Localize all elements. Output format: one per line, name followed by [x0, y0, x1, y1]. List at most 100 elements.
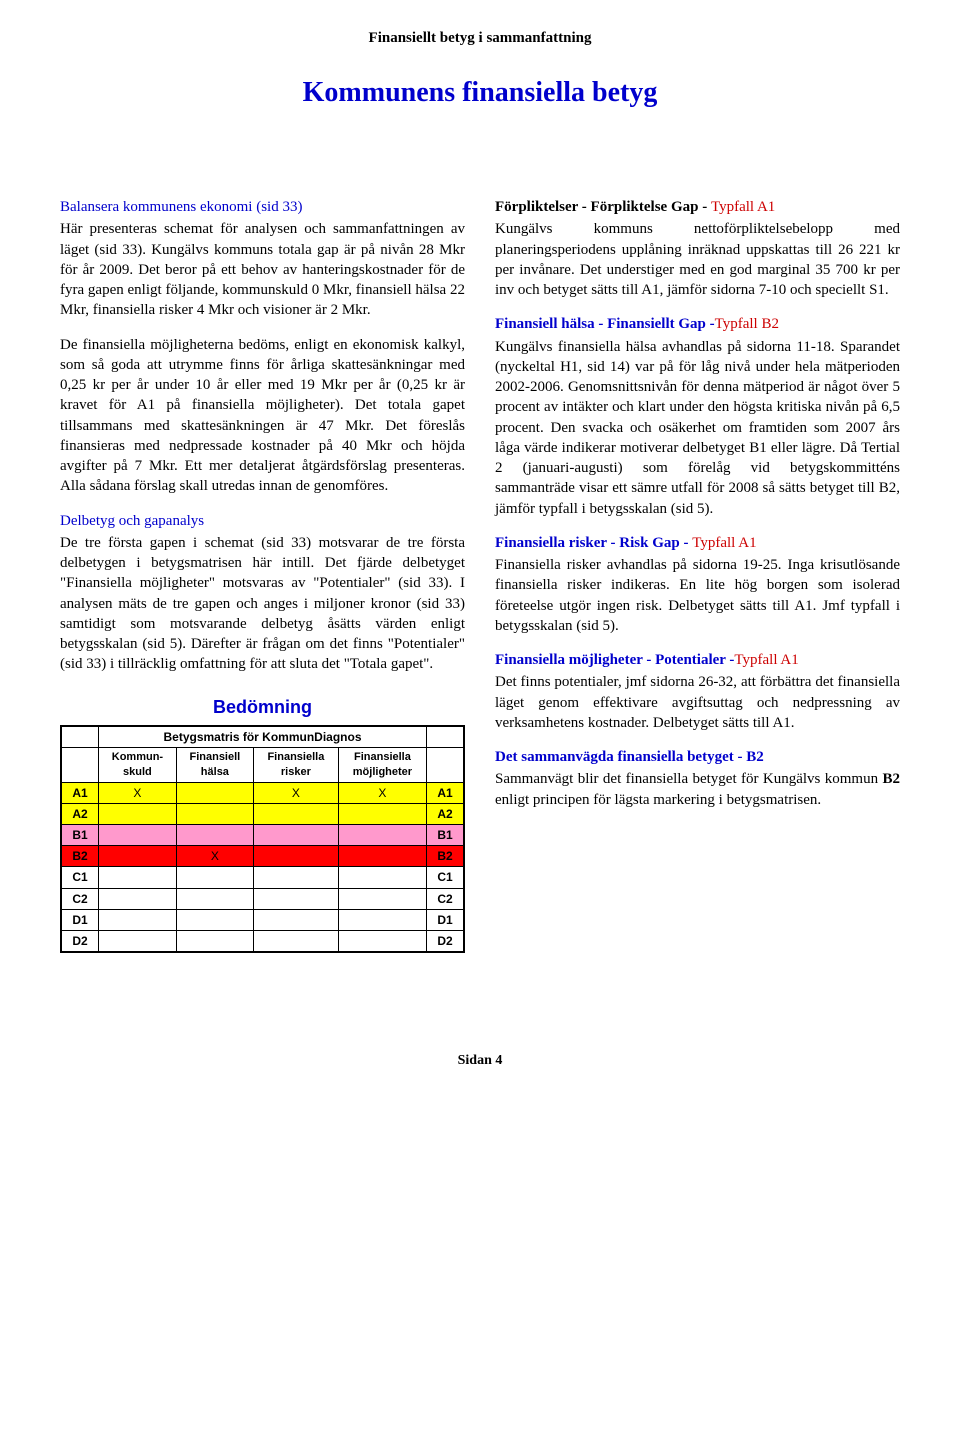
left-paragraph-2: De finansiella möjligheterna bedöms, enl…: [60, 335, 465, 497]
matrix-col-2: Finansiellarisker: [253, 747, 338, 782]
matrix-header: Betygsmatris för KommunDiagnos: [99, 726, 427, 747]
grade-cell-right: C2: [427, 888, 464, 909]
grade-cell-right: D2: [427, 930, 464, 951]
matrix-cell: [253, 909, 338, 930]
matrix-cell: [338, 909, 426, 930]
matrix-wrapper: Betygsmatris för KommunDiagnos Kommun-sk…: [60, 725, 465, 953]
right-p5-c: enligt principen för lägsta markering i …: [495, 792, 821, 808]
right-column: Förpliktelser - Förpliktelse Gap - Typfa…: [495, 189, 900, 953]
page: Finansiellt betyg i sammanfattning Kommu…: [0, 0, 960, 1109]
matrix-col-3-label: Finansiellamöjligheter: [353, 751, 412, 778]
matrix-cell: [99, 888, 177, 909]
matrix-col-1-label: Finansiellhälsa: [189, 751, 240, 778]
matrix-cell: [338, 867, 426, 888]
grade-cell-left: B1: [62, 825, 99, 846]
matrix-cell: [253, 803, 338, 824]
right-heading-1: Förpliktelser - Förpliktelse Gap - Typfa…: [495, 197, 900, 217]
matrix-cell: X: [253, 782, 338, 803]
right-h3-red: Typfall A1: [692, 535, 756, 551]
matrix-cell: [176, 782, 253, 803]
matrix-cell: [99, 803, 177, 824]
matrix-cell: [253, 888, 338, 909]
grade-matrix: Betygsmatris för KommunDiagnos Kommun-sk…: [61, 726, 464, 952]
grade-cell-left: C2: [62, 888, 99, 909]
right-heading-5: Det sammanvägda finansiella betyget - B2: [495, 747, 900, 767]
right-heading-4: Finansiella möjligheter - Potentialer -T…: [495, 650, 900, 670]
right-paragraph-4: Det finns potentialer, jmf sidorna 26-32…: [495, 672, 900, 733]
right-heading-2: Finansiell hälsa - Finansiellt Gap -Typf…: [495, 314, 900, 334]
right-h4-red: Typfall A1: [734, 652, 798, 668]
page-footer: Sidan 4: [60, 1053, 900, 1069]
right-h3-blue: Finansiella risker - Risk Gap -: [495, 535, 692, 551]
matrix-sub-blank-right: [427, 747, 464, 782]
matrix-cell: [338, 888, 426, 909]
table-row: C1 C1: [62, 867, 464, 888]
table-row: D1 D1: [62, 909, 464, 930]
matrix-cell: [338, 930, 426, 951]
grade-cell-right: A2: [427, 803, 464, 824]
right-h4-blue: Finansiella möjligheter - Potentialer -: [495, 652, 734, 668]
matrix-cell: [176, 825, 253, 846]
left-column: Balansera kommunens ekonomi (sid 33) Här…: [60, 189, 465, 953]
right-h1-red: Typfall A1: [711, 199, 775, 215]
matrix-cell: [176, 930, 253, 951]
matrix-cell: [253, 930, 338, 951]
table-row: D2 D2: [62, 930, 464, 951]
matrix-col-0-label: Kommun-skuld: [112, 751, 163, 778]
matrix-cell: [99, 825, 177, 846]
right-paragraph-3: Finansiella risker avhandlas på sidorna …: [495, 555, 900, 636]
matrix-corner-blank-left: [62, 726, 99, 747]
matrix-cell: X: [176, 846, 253, 867]
grade-cell-right: D1: [427, 909, 464, 930]
grade-cell-left: D2: [62, 930, 99, 951]
right-p5-b: B2: [882, 771, 900, 787]
matrix-cell: [338, 803, 426, 824]
matrix-cell: X: [338, 782, 426, 803]
left-paragraph-3: De tre första gapen i schemat (sid 33) m…: [60, 533, 465, 675]
matrix-cell: [99, 909, 177, 930]
matrix-body: A1XXXA1A2A2B1B1B2XB2C1C1C2C2D1D1D2D2: [62, 782, 464, 952]
matrix-col-1: Finansiellhälsa: [176, 747, 253, 782]
matrix-cell: [253, 846, 338, 867]
matrix-cell: [253, 867, 338, 888]
matrix-cell: [176, 867, 253, 888]
right-paragraph-2: Kungälvs finansiella hälsa avhandlas på …: [495, 337, 900, 519]
matrix-cell: [338, 846, 426, 867]
matrix-cell: [338, 825, 426, 846]
matrix-cell: [176, 888, 253, 909]
table-row: A1XXXA1: [62, 782, 464, 803]
table-row: B1B1: [62, 825, 464, 846]
grade-cell-left: C1: [62, 867, 99, 888]
grade-cell-right: C1: [427, 867, 464, 888]
grade-cell-left: A2: [62, 803, 99, 824]
matrix-cell: [176, 803, 253, 824]
left-heading-2: Delbetyg och gapanalys: [60, 511, 465, 531]
matrix-col-3: Finansiellamöjligheter: [338, 747, 426, 782]
matrix-col-0: Kommun-skuld: [99, 747, 177, 782]
matrix-col-2-label: Finansiellarisker: [267, 751, 324, 778]
table-row: C2 C2: [62, 888, 464, 909]
right-h2-red: Typfall B2: [715, 316, 779, 332]
grade-cell-left: A1: [62, 782, 99, 803]
right-h1-black: Förpliktelser - Förpliktelse Gap -: [495, 199, 711, 215]
right-h2-blue: Finansiell hälsa - Finansiellt Gap -: [495, 316, 715, 332]
matrix-cell: [253, 825, 338, 846]
matrix-cell: [99, 930, 177, 951]
grade-cell-right: B2: [427, 846, 464, 867]
table-row: B2 X B2: [62, 846, 464, 867]
columns: Balansera kommunens ekonomi (sid 33) Här…: [60, 189, 900, 953]
matrix-corner-blank-right: [427, 726, 464, 747]
matrix-cell: X: [99, 782, 177, 803]
document-header: Finansiellt betyg i sammanfattning: [60, 30, 900, 47]
right-paragraph-1: Kungälvs kommuns nettoförpliktelsebelopp…: [495, 219, 900, 300]
grade-cell-left: B2: [62, 846, 99, 867]
left-paragraph-1: Här presenteras schemat för analysen och…: [60, 219, 465, 320]
matrix-cell: [99, 846, 177, 867]
right-heading-3: Finansiella risker - Risk Gap - Typfall …: [495, 533, 900, 553]
table-row: A2 A2: [62, 803, 464, 824]
left-heading-1: Balansera kommunens ekonomi (sid 33): [60, 197, 465, 217]
matrix-cell: [99, 867, 177, 888]
grade-cell-right: A1: [427, 782, 464, 803]
grade-cell-left: D1: [62, 909, 99, 930]
matrix-cell: [176, 909, 253, 930]
